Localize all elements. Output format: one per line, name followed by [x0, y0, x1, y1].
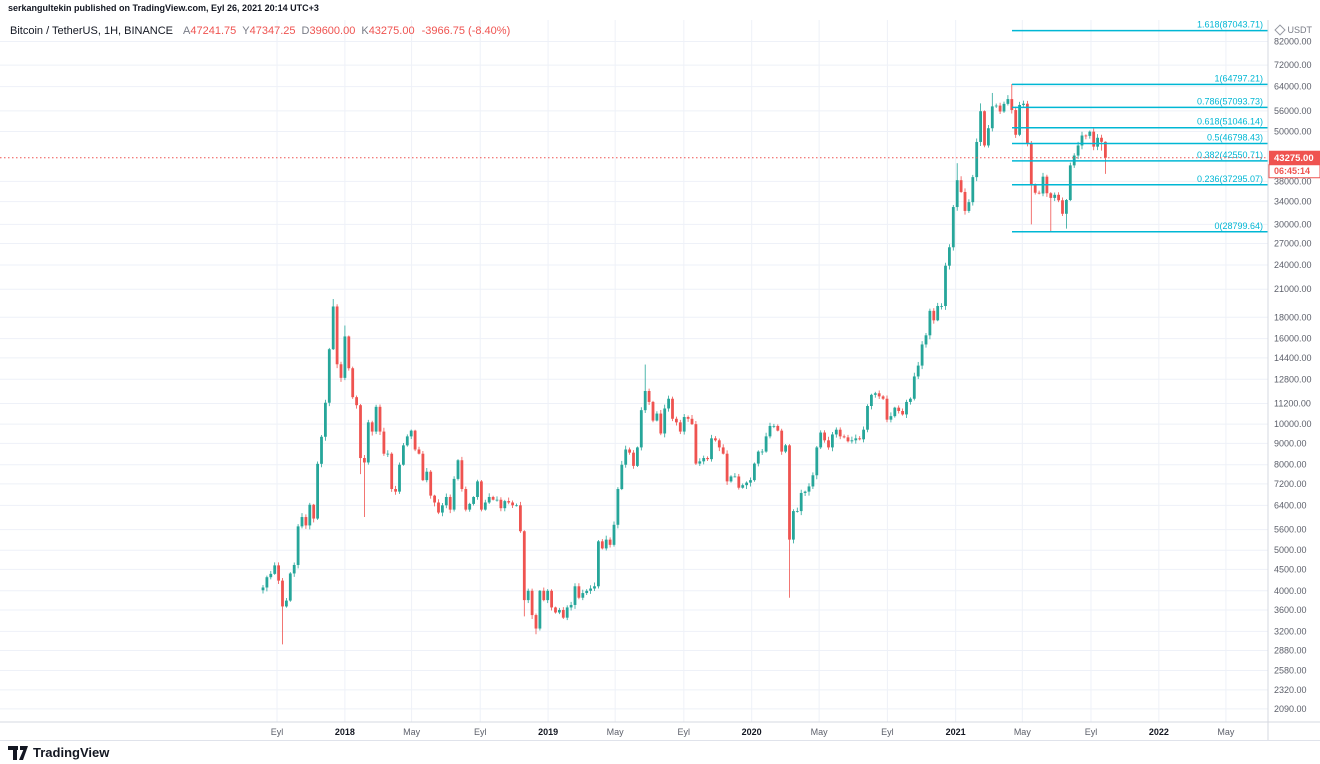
svg-text:2580.00: 2580.00 [1274, 666, 1307, 676]
svg-text:Eyl: Eyl [271, 727, 284, 737]
svg-text:24000.00: 24000.00 [1274, 260, 1312, 270]
svg-text:50000.00: 50000.00 [1274, 126, 1312, 136]
svg-text:34000.00: 34000.00 [1274, 197, 1312, 207]
high-value: 47347.25 [249, 25, 296, 37]
svg-text:82000.00: 82000.00 [1274, 37, 1312, 47]
svg-text:9000.00: 9000.00 [1274, 438, 1307, 448]
candles [261, 84, 1107, 645]
svg-text:12800.00: 12800.00 [1274, 374, 1312, 384]
svg-text:64000.00: 64000.00 [1274, 82, 1312, 92]
low-value: 39600.00 [309, 25, 356, 37]
chart-legend: Bitcoin / TetherUS, 1H, BINANCE A47241.75… [10, 25, 510, 37]
svg-text:56000.00: 56000.00 [1274, 106, 1312, 116]
svg-text:May: May [1217, 727, 1235, 737]
svg-text:72000.00: 72000.00 [1274, 60, 1312, 70]
svg-text:1.618(87043.71): 1.618(87043.71) [1197, 20, 1263, 30]
fib-retracement[interactable]: 1.618(87043.71) 1(64797.21) 0.786(57093.73… [1012, 20, 1268, 233]
symbol-title[interactable]: Bitcoin / TetherUS, 1H, BINANCE [10, 25, 174, 37]
high-label: Y [242, 25, 250, 37]
svg-text:0(28799.64): 0(28799.64) [1214, 221, 1263, 231]
svg-text:30000.00: 30000.00 [1274, 219, 1312, 229]
time-axis-labels[interactable]: Eyl 2018 May Eyl 2019 May Eyl 2020 May Eyl 2021 May… [271, 727, 1235, 737]
svg-text:16000.00: 16000.00 [1274, 334, 1312, 344]
svg-text:0.5(46798.43): 0.5(46798.43) [1207, 133, 1263, 143]
svg-text:May: May [607, 727, 625, 737]
price-scale-currency[interactable]: USDT [1273, 24, 1313, 36]
svg-text:4000.00: 4000.00 [1274, 586, 1307, 596]
svg-text:2090.00: 2090.00 [1274, 704, 1307, 714]
svg-text:21000.00: 21000.00 [1274, 284, 1312, 294]
svg-text:0.236(37295.07): 0.236(37295.07) [1197, 174, 1263, 184]
svg-text:06:45:14: 06:45:14 [1274, 166, 1310, 176]
footer-bar: TradingView [0, 740, 1320, 764]
change-value: -3966.75 (-8.40%) [421, 25, 511, 37]
svg-text:11200.00: 11200.00 [1274, 399, 1311, 409]
svg-text:2018: 2018 [335, 727, 355, 737]
svg-text:Eyl: Eyl [1085, 727, 1098, 737]
tradingview-logo[interactable]: TradingView [8, 745, 109, 760]
svg-text:0.618(51046.14): 0.618(51046.14) [1197, 117, 1263, 127]
svg-text:0.382(42550.71): 0.382(42550.71) [1197, 150, 1263, 160]
svg-text:May: May [1014, 727, 1032, 737]
svg-text:2019: 2019 [538, 727, 558, 737]
svg-text:0.786(57093.73): 0.786(57093.73) [1197, 96, 1263, 106]
svg-text:1(64797.21): 1(64797.21) [1214, 73, 1263, 83]
tradingview-mark-icon [8, 745, 28, 760]
low-label: D [301, 25, 310, 37]
grid-lines [0, 20, 1268, 722]
svg-text:10000.00: 10000.00 [1274, 419, 1312, 429]
open-value: 47241.75 [190, 25, 237, 37]
svg-text:2022: 2022 [1149, 727, 1169, 737]
svg-text:7200.00: 7200.00 [1274, 479, 1307, 489]
svg-text:3200.00: 3200.00 [1274, 626, 1307, 636]
svg-text:Eyl: Eyl [678, 727, 691, 737]
svg-text:Eyl: Eyl [474, 727, 487, 737]
svg-text:8000.00: 8000.00 [1274, 460, 1307, 470]
price-axis-labels[interactable]: 82000.00 72000.00 64000.00 56000.00 50000.00… [1274, 37, 1312, 714]
svg-text:27000.00: 27000.00 [1274, 239, 1312, 249]
coin-icon [1273, 24, 1286, 36]
svg-text:6400.00: 6400.00 [1274, 500, 1307, 510]
tradingview-wordmark: TradingView [33, 745, 110, 760]
candlestick-chart[interactable]: 1.618(87043.71) 1(64797.21) 0.786(57093.73… [0, 0, 1320, 740]
svg-text:43275.00: 43275.00 [1274, 153, 1314, 164]
open-label: A [183, 25, 191, 37]
svg-text:2320.00: 2320.00 [1274, 685, 1307, 695]
current-price-label: 43275.00 06:45:14 [1268, 150, 1320, 179]
svg-text:4500.00: 4500.00 [1274, 564, 1307, 574]
svg-text:2880.00: 2880.00 [1274, 646, 1307, 656]
svg-text:18000.00: 18000.00 [1274, 312, 1312, 322]
close-value: 43275.00 [368, 25, 415, 37]
close-label: K [361, 25, 369, 37]
svg-text:May: May [811, 727, 829, 737]
svg-text:5600.00: 5600.00 [1274, 525, 1307, 535]
svg-text:14400.00: 14400.00 [1274, 353, 1312, 363]
svg-text:3600.00: 3600.00 [1274, 605, 1307, 615]
axis-separators [0, 20, 1320, 740]
svg-text:38000.00: 38000.00 [1274, 176, 1312, 186]
svg-text:2020: 2020 [742, 727, 762, 737]
svg-text:Eyl: Eyl [881, 727, 894, 737]
currency-label: USDT [1287, 25, 1313, 35]
svg-text:2021: 2021 [946, 727, 966, 737]
attribution-text: serkangultekin published on TradingView.… [8, 3, 319, 13]
svg-text:May: May [403, 727, 421, 737]
chart-area[interactable]: 1.618(87043.71) 1(64797.21) 0.786(57093.73… [0, 0, 1320, 745]
svg-text:5000.00: 5000.00 [1274, 545, 1307, 555]
